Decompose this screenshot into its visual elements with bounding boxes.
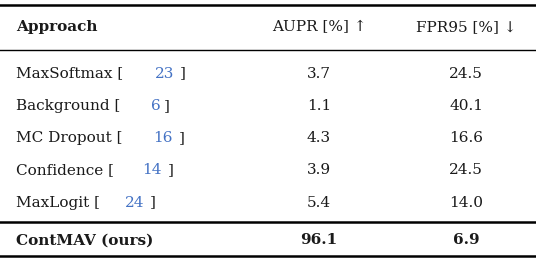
Text: ]: ] — [168, 163, 174, 177]
Text: ]: ] — [178, 131, 184, 145]
Text: 96.1: 96.1 — [300, 233, 338, 247]
Text: 40.1: 40.1 — [449, 99, 483, 113]
Text: AUPR [%] ↑: AUPR [%] ↑ — [272, 20, 366, 34]
Text: 24.5: 24.5 — [449, 163, 483, 177]
Text: 16: 16 — [153, 131, 173, 145]
Text: MC Dropout [: MC Dropout [ — [16, 131, 123, 145]
Text: 24: 24 — [124, 196, 144, 209]
Text: Confidence [: Confidence [ — [16, 163, 114, 177]
Text: 23: 23 — [154, 67, 174, 80]
Text: Background [: Background [ — [16, 99, 121, 113]
Text: MaxSoftmax [: MaxSoftmax [ — [16, 67, 123, 80]
Text: ]: ] — [163, 99, 169, 113]
Text: ]: ] — [180, 67, 185, 80]
Text: 3.7: 3.7 — [307, 67, 331, 80]
Text: 3.9: 3.9 — [307, 163, 331, 177]
Text: 24.5: 24.5 — [449, 67, 483, 80]
Text: 1.1: 1.1 — [307, 99, 331, 113]
Text: 6.9: 6.9 — [453, 233, 480, 247]
Text: MaxLogit [: MaxLogit [ — [16, 196, 100, 209]
Text: FPR95 [%] ↓: FPR95 [%] ↓ — [416, 20, 517, 34]
Text: 14.0: 14.0 — [449, 196, 483, 209]
Text: Approach: Approach — [16, 20, 98, 34]
Text: 5.4: 5.4 — [307, 196, 331, 209]
Text: ]: ] — [150, 196, 155, 209]
Text: 14: 14 — [143, 163, 162, 177]
Text: 6: 6 — [151, 99, 160, 113]
Text: ContMAV (ours): ContMAV (ours) — [16, 233, 153, 247]
Text: 4.3: 4.3 — [307, 131, 331, 145]
Text: 16.6: 16.6 — [449, 131, 483, 145]
